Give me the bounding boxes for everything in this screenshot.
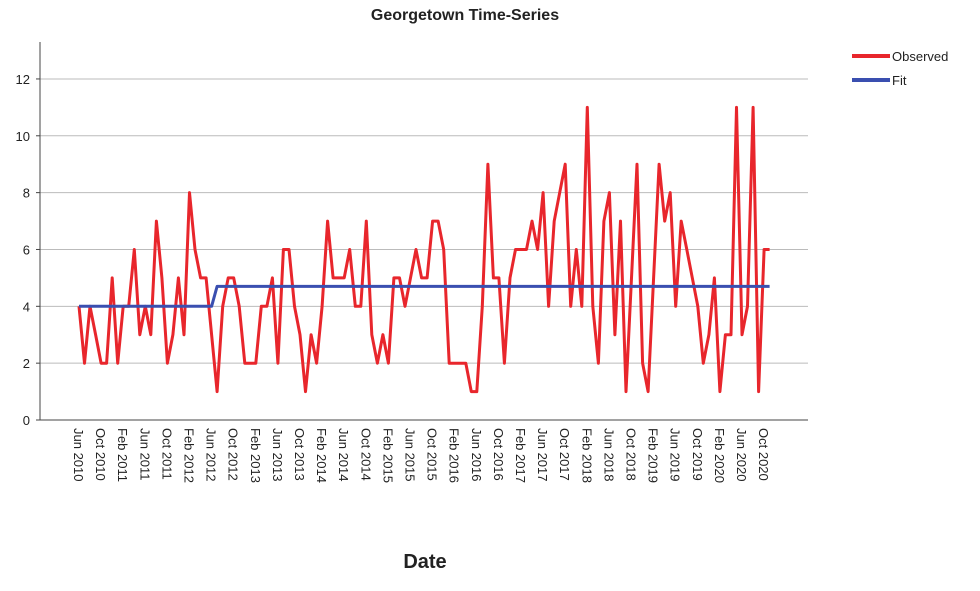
series-line [79,284,770,308]
chart-title: Georgetown Time-Series [371,7,559,24]
x-tick-label: Jun 2014 [336,428,351,482]
x-tick-label: Oct 2019 [690,428,705,481]
x-tick-label: Oct 2016 [491,428,506,481]
x-tick-label: Feb 2013 [248,428,263,483]
x-tick-label: Feb 2016 [447,428,462,483]
y-tick-label: 0 [23,413,30,428]
x-tick-label: Oct 2018 [624,428,639,481]
x-tick-label: Jun 2020 [734,428,749,482]
series-line [77,105,770,394]
x-tick-label: Feb 2015 [380,428,395,483]
x-tick-label: Jun 2019 [668,428,683,482]
x-tick-label: Feb 2020 [712,428,727,483]
x-tick-label: Jun 2018 [601,428,616,482]
x-tick-label: Feb 2014 [314,428,329,483]
x-tick-label: Oct 2010 [93,428,108,481]
x-tick-label: Jun 2012 [204,428,219,482]
legend-label: Observed [892,49,948,64]
x-tick-label: Feb 2012 [182,428,197,483]
x-tick-label: Feb 2011 [115,428,130,482]
x-tick-label: Feb 2019 [646,428,661,483]
legend-label: Fit [892,73,907,88]
x-tick-label: Oct 2017 [557,428,572,481]
x-tick-label: Feb 2018 [579,428,594,483]
y-tick-label: 8 [23,186,30,201]
x-tick-label: Jun 2010 [71,428,86,482]
y-tick-label: 10 [16,129,30,144]
x-tick-label: Oct 2013 [292,428,307,481]
y-tick-label: 12 [16,72,30,87]
x-tick-label: Oct 2014 [358,428,373,481]
x-tick-label: Oct 2012 [226,428,241,481]
x-tick-label: Feb 2017 [513,428,528,483]
y-tick-label: 4 [23,299,30,314]
x-axis-title: Date [403,551,446,573]
y-tick-label: 2 [23,356,30,371]
y-tick-label: 6 [23,242,30,257]
x-tick-label: Jun 2011 [137,428,152,481]
x-tick-label: Oct 2011 [159,428,174,480]
x-tick-label: Jun 2017 [535,428,550,482]
x-tick-label: Oct 2020 [756,428,771,481]
x-tick-label: Jun 2013 [270,428,285,482]
x-tick-label: Jun 2016 [469,428,484,482]
x-tick-label: Oct 2015 [425,428,440,481]
x-tick-label: Jun 2015 [403,428,418,482]
